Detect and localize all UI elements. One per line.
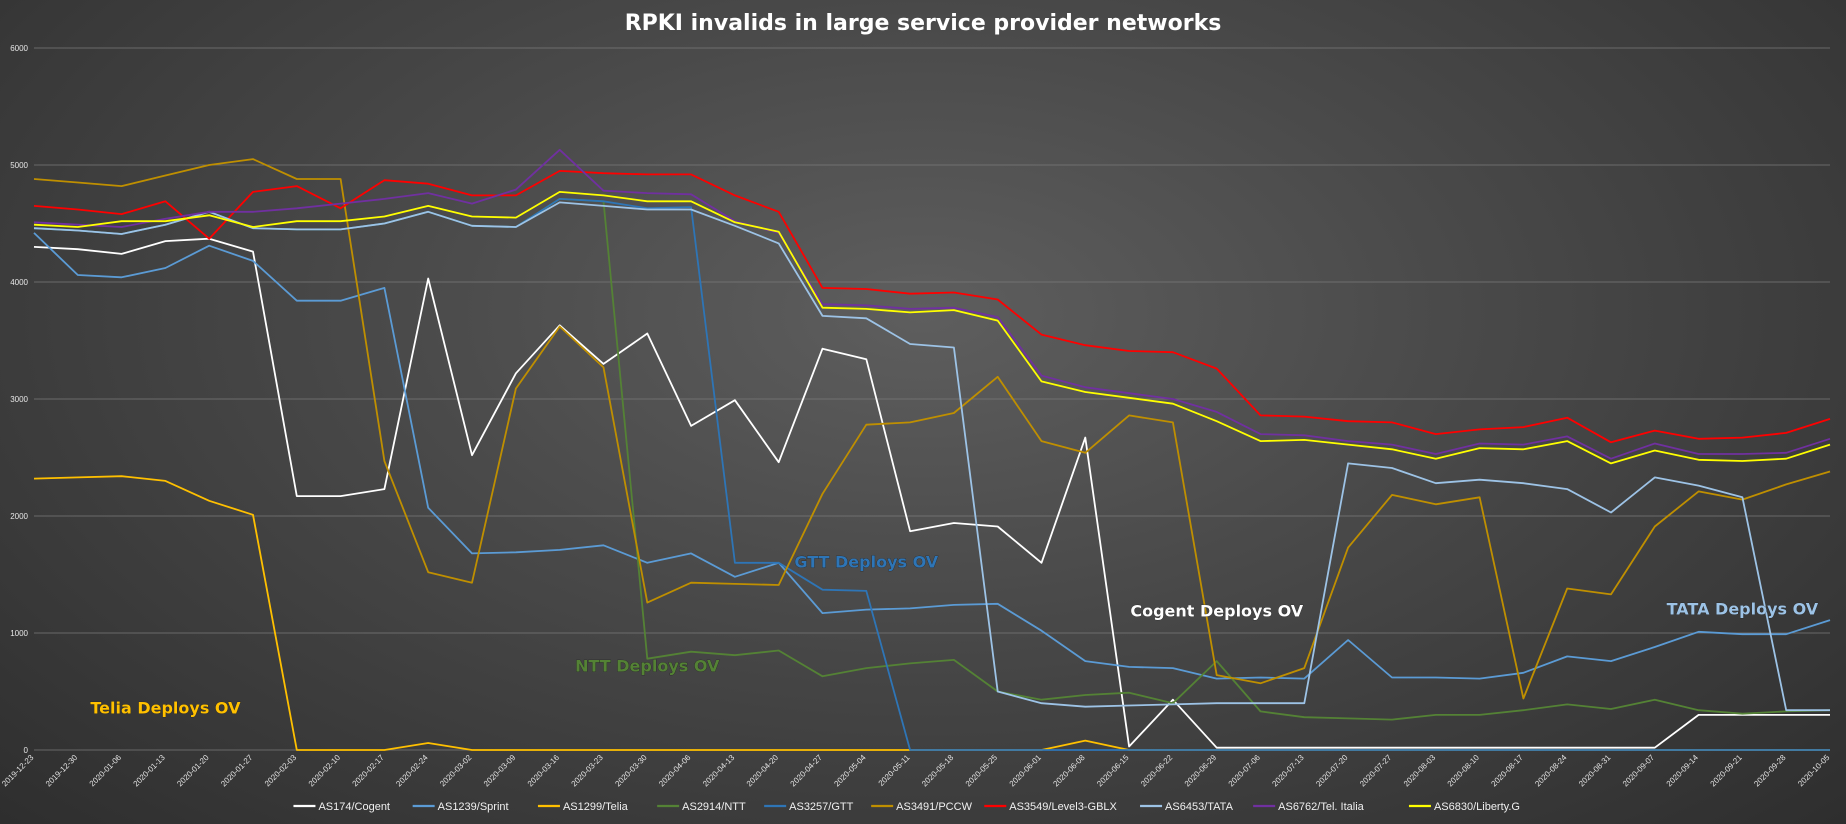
legend-label: AS3491/PCCW xyxy=(896,801,972,813)
legend-entry: AS2914/NTT xyxy=(657,801,746,813)
x-tick-label: 2020-09-14 xyxy=(1665,753,1701,789)
y-tick-label: 5000 xyxy=(10,161,28,170)
legend-entry: AS3491/PCCW xyxy=(871,801,973,813)
x-tick-label: 2020-10-05 xyxy=(1796,753,1832,789)
legend: AS174/Cogent AS1239/Sprint AS1299/Telia AS2… xyxy=(293,801,1520,813)
x-tick-label: 2020-01-20 xyxy=(175,753,211,789)
x-tick-label: 2020-01-13 xyxy=(132,753,168,789)
y-tick-label: 1000 xyxy=(10,629,28,638)
series-line-as6830-liberty-g xyxy=(33,190,1831,465)
x-tick-label: 2020-08-17 xyxy=(1489,753,1525,789)
x-tick-label: 2020-03-09 xyxy=(482,753,518,789)
x-tick-label: 2019-12-23 xyxy=(0,753,36,789)
x-tick-label: 2020-08-03 xyxy=(1402,753,1438,789)
x-tick-label: 2020-09-21 xyxy=(1709,753,1745,789)
legend-entry: AS3549/Level3-GBLX xyxy=(984,801,1118,813)
series-line-as6762-tel-italia xyxy=(33,148,1831,460)
x-tick-label: 2020-01-27 xyxy=(219,753,255,789)
x-tick-label: 2019-12-30 xyxy=(44,753,80,789)
x-tick-label: 2020-02-10 xyxy=(307,753,343,789)
x-tick-label: 2020-04-13 xyxy=(701,753,737,789)
x-tick-label: 2020-05-11 xyxy=(877,753,912,788)
y-axis-ticks: 0 1000 2000 3000 4000 5000 6000 xyxy=(10,44,28,755)
series-line-as1299-telia xyxy=(33,475,1830,751)
series-line-as3549-level3-gblx xyxy=(33,169,1831,444)
series-line-as3491-pccw xyxy=(33,158,1831,700)
legend-label: AS3257/GTT xyxy=(789,801,853,813)
y-tick-label: 3000 xyxy=(10,395,28,404)
legend-label: AS6453/TATA xyxy=(1165,801,1234,813)
x-tick-label: 2020-07-06 xyxy=(1227,753,1263,789)
chart-title: RPKI invalids in large service provider … xyxy=(625,11,1222,36)
y-tick-label: 0 xyxy=(24,746,29,755)
legend-entry: AS174/Cogent xyxy=(293,801,390,813)
x-tick-label: 2020-04-06 xyxy=(657,753,693,789)
annotation-label: NTT Deploys OV xyxy=(575,657,720,676)
series-line-as174-cogent xyxy=(33,237,1830,749)
gridlines xyxy=(34,47,1830,751)
annotation-label: Cogent Deploys OV xyxy=(1130,602,1303,621)
legend-label: AS6762/Tel. Italia xyxy=(1278,801,1364,813)
x-tick-label: 2020-06-08 xyxy=(1051,753,1087,789)
x-tick-label: 2020-07-13 xyxy=(1270,753,1306,789)
series-line-as2914-ntt xyxy=(33,197,1831,721)
x-tick-label: 2020-07-20 xyxy=(1314,753,1350,789)
x-tick-label: 2020-04-27 xyxy=(789,753,825,789)
annotation-label: Telia Deploys OV xyxy=(90,699,241,718)
y-tick-label: 6000 xyxy=(10,44,28,53)
x-tick-label: 2020-09-28 xyxy=(1752,753,1788,789)
annotations: Telia Deploys OV NTT Deploys OV GTT Deploy… xyxy=(90,552,1819,718)
x-tick-label: 2020-02-24 xyxy=(394,753,430,789)
series-line-as1239-sprint xyxy=(33,232,1831,680)
legend-label: AS1299/Telia xyxy=(563,801,629,813)
x-tick-label: 2020-08-24 xyxy=(1533,753,1569,789)
legend-entry: AS1299/Telia xyxy=(537,801,629,813)
x-tick-label: 2020-06-22 xyxy=(1139,753,1175,789)
x-tick-label: 2020-02-17 xyxy=(351,753,387,789)
x-tick-label: 2020-05-25 xyxy=(964,753,1000,789)
legend-label: AS1239/Sprint xyxy=(438,801,509,813)
legend-label: AS2914/NTT xyxy=(682,801,746,813)
x-tick-label: 2020-06-15 xyxy=(1095,753,1131,789)
legend-label: AS6830/Liberty.G xyxy=(1434,801,1520,813)
x-tick-label: 2020-04-20 xyxy=(745,753,781,789)
x-tick-label: 2020-07-27 xyxy=(1358,753,1394,789)
annotation-label: GTT Deploys OV xyxy=(794,552,938,571)
x-tick-label: 2020-02-03 xyxy=(263,753,299,789)
legend-entry: AS3257/GTT xyxy=(764,801,854,813)
legend-entry: AS6762/Tel. Italia xyxy=(1253,801,1365,813)
x-tick-label: 2020-08-31 xyxy=(1577,753,1613,789)
x-tick-label: 2020-09-07 xyxy=(1621,753,1657,789)
x-tick-label: 2020-03-23 xyxy=(570,753,606,789)
x-tick-label: 2020-05-04 xyxy=(832,753,868,789)
series-line-as6453-tata xyxy=(33,201,1830,712)
series-lines xyxy=(33,148,1831,751)
x-tick-label: 2020-06-01 xyxy=(1008,753,1044,789)
x-tick-label: 2020-05-18 xyxy=(920,753,956,789)
x-tick-label: 2020-03-30 xyxy=(613,753,649,789)
legend-entry: AS6830/Liberty.G xyxy=(1408,801,1520,813)
y-tick-label: 2000 xyxy=(10,512,28,521)
x-tick-label: 2020-06-29 xyxy=(1183,753,1219,789)
legend-label: AS174/Cogent xyxy=(318,801,390,813)
annotation-label: TATA Deploys OV xyxy=(1667,599,1819,618)
x-tick-label: 2020-03-16 xyxy=(526,753,562,789)
series-line-as3257-gtt xyxy=(33,197,1830,751)
legend-entry: AS1239/Sprint xyxy=(412,801,509,813)
legend-label: AS3549/Level3-GBLX xyxy=(1009,801,1117,813)
legend-entry: AS6453/TATA xyxy=(1140,801,1234,813)
x-tick-label: 2020-01-06 xyxy=(88,753,124,789)
x-tick-label: 2020-08-10 xyxy=(1446,753,1482,789)
x-tick-label: 2020-03-02 xyxy=(438,753,474,789)
x-axis-ticks: 2019-12-23 2019-12-30 2020-01-06 2020-01-13… xyxy=(0,753,1832,789)
y-tick-label: 4000 xyxy=(10,278,28,287)
